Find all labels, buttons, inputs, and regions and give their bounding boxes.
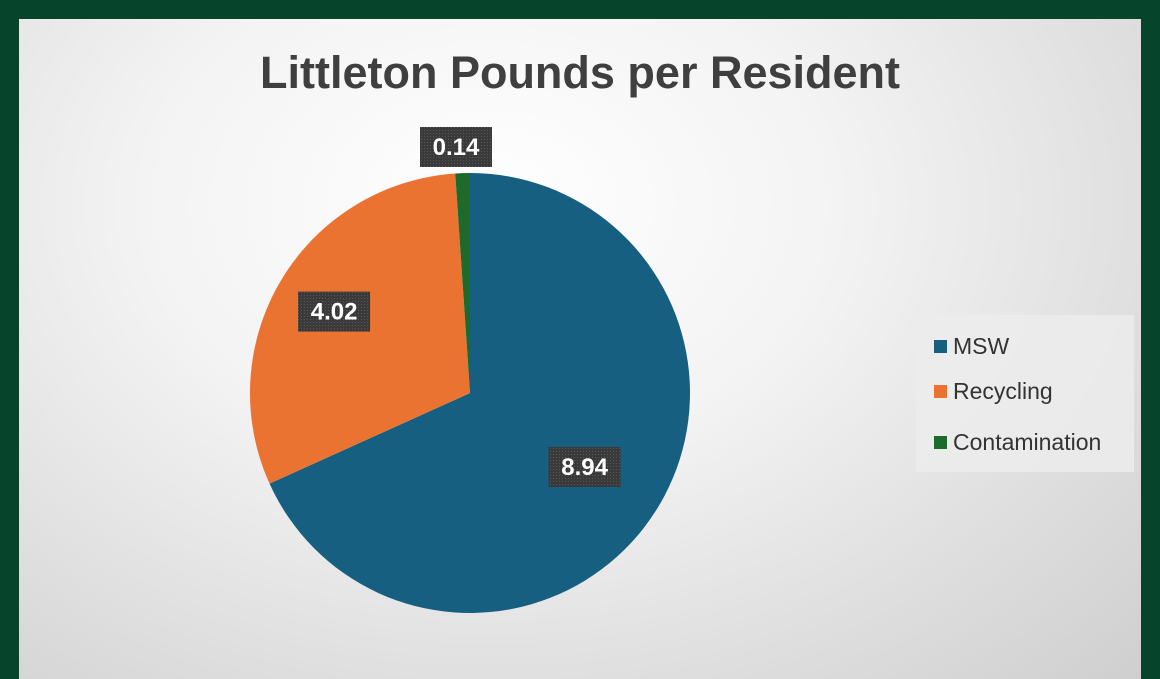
pie-slice-msw [269, 173, 690, 613]
legend-item-recycling: Recycling [934, 378, 1053, 405]
data-label-recycling: 4.02 [298, 291, 371, 332]
legend: MSW Recycling Contamination [916, 315, 1134, 472]
legend-swatch-recycling [934, 385, 947, 398]
legend-swatch-msw [934, 340, 947, 353]
chart-title: Littleton Pounds per Resident [259, 47, 901, 98]
data-label-box-recycling [298, 291, 371, 332]
legend-label-recycling: Recycling [953, 378, 1053, 404]
legend-item-contamination: Contamination [934, 429, 1101, 456]
data-label-text-contamination: 0.14 [433, 134, 480, 161]
data-labels: 8.94 4.02 0.14 [298, 127, 621, 487]
legend-item-msw: MSW [934, 333, 1009, 360]
pie-slices [250, 173, 690, 613]
data-label-box-contamination [420, 127, 492, 167]
pie-chart: 8.94 4.02 0.14 [250, 127, 690, 613]
chart-area: Littleton Pounds per Resident 8.94 4.02 0.… [19, 19, 1141, 679]
data-label-msw: 8.94 [548, 446, 621, 487]
legend-swatch-contamination [934, 436, 947, 449]
legend-label-msw: MSW [953, 333, 1010, 359]
legend-label-contamination: Contamination [953, 429, 1102, 455]
pie-slice-contamination [455, 173, 470, 393]
data-label-box-msw [548, 446, 621, 487]
data-label-contamination: 0.14 [420, 127, 492, 167]
data-label-text-msw: 8.94 [561, 454, 608, 481]
data-label-text-recycling: 4.02 [311, 299, 358, 326]
